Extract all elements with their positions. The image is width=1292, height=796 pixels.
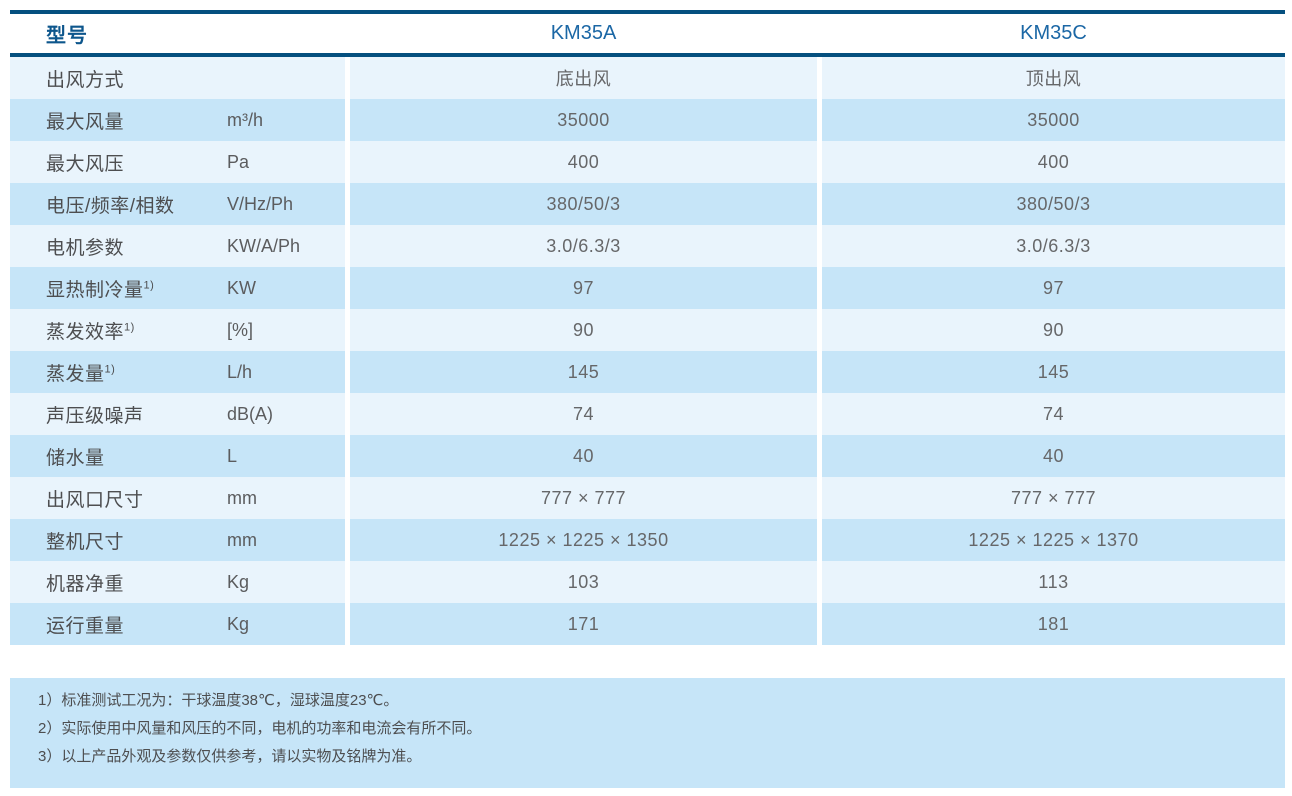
km35a-value: 171 bbox=[350, 603, 817, 645]
column-header-km35a: KM35A bbox=[550, 22, 617, 44]
row-label: 最大风压 bbox=[46, 153, 125, 175]
table-row: 出风口尺寸 mm 777 × 777 777 × 777 bbox=[10, 477, 1285, 519]
table-row: 显热制冷量1) KW 97 97 bbox=[10, 267, 1285, 309]
row-unit: L bbox=[227, 445, 238, 466]
row-unit: [%] bbox=[227, 319, 254, 340]
km35c-value: 181 bbox=[822, 603, 1285, 645]
row-label-cell: 电机参数 KW/A/Ph bbox=[10, 225, 345, 267]
table-row: 机器净重 Kg 103 113 bbox=[10, 561, 1285, 603]
km35a-value: 3.0/6.3/3 bbox=[350, 225, 817, 267]
spec-table: 型号 KM35A KM35C 出风方式 底出风 顶出风 最大风量 m³/h 35… bbox=[10, 10, 1285, 645]
row-label: 蒸发量1) bbox=[46, 363, 116, 385]
model-header-label: 型号 bbox=[46, 25, 88, 47]
km35c-value: 40 bbox=[822, 435, 1285, 477]
notes-box: 1）标准测试工况为：干球温度38℃，湿球温度23℃。 2）实际使用中风量和风压的… bbox=[10, 678, 1285, 788]
footnote-marker: 1) bbox=[143, 279, 155, 292]
footnote-marker: 1) bbox=[104, 363, 116, 376]
table-row: 最大风量 m³/h 35000 35000 bbox=[10, 99, 1285, 141]
table-row: 电机参数 KW/A/Ph 3.0/6.3/3 3.0/6.3/3 bbox=[10, 225, 1285, 267]
km35a-value: 1225 × 1225 × 1350 bbox=[350, 519, 817, 561]
row-label: 电机参数 bbox=[46, 237, 125, 259]
row-unit: Kg bbox=[227, 571, 250, 592]
km35a-value: 74 bbox=[350, 393, 817, 435]
km35a-value: 380/50/3 bbox=[350, 183, 817, 225]
table-header-row: 型号 KM35A KM35C bbox=[10, 14, 1285, 53]
note-line-1: 1）标准测试工况为：干球温度38℃，湿球温度23℃。 bbox=[38, 692, 399, 709]
row-unit: dB(A) bbox=[227, 403, 274, 424]
row-label: 出风方式 bbox=[46, 69, 125, 91]
table-row: 电压/频率/相数 V/Hz/Ph 380/50/3 380/50/3 bbox=[10, 183, 1285, 225]
row-unit: KW/A/Ph bbox=[227, 235, 301, 256]
table-top-rule bbox=[10, 10, 1285, 14]
km35c-value: 777 × 777 bbox=[822, 477, 1285, 519]
row-label-cell: 显热制冷量1) KW bbox=[10, 267, 345, 309]
row-unit: V/Hz/Ph bbox=[227, 193, 294, 214]
row-unit: Kg bbox=[227, 613, 250, 634]
row-label: 整机尺寸 bbox=[46, 531, 125, 553]
km35c-value: 1225 × 1225 × 1370 bbox=[822, 519, 1285, 561]
km35c-value: 380/50/3 bbox=[822, 183, 1285, 225]
km35c-value: 90 bbox=[822, 309, 1285, 351]
footnote-marker: 1) bbox=[124, 321, 135, 334]
km35c-value: 3.0/6.3/3 bbox=[822, 225, 1285, 267]
row-label-cell: 出风口尺寸 mm bbox=[10, 477, 345, 519]
km35c-value: 74 bbox=[822, 393, 1285, 435]
km35c-value: 113 bbox=[822, 561, 1285, 603]
row-unit: L/h bbox=[227, 361, 253, 382]
note-line-3: 3）以上产品外观及参数仅供参考，请以实物及铭牌为准。 bbox=[38, 748, 422, 765]
km35a-value: 40 bbox=[350, 435, 817, 477]
row-label: 出风口尺寸 bbox=[46, 489, 144, 511]
row-unit: KW bbox=[227, 277, 256, 298]
row-label: 显热制冷量1) bbox=[46, 279, 155, 301]
row-label-cell: 最大风压 Pa bbox=[10, 141, 345, 183]
row-label-cell: 整机尺寸 mm bbox=[10, 519, 345, 561]
km35a-value: 35000 bbox=[350, 99, 817, 141]
row-unit: mm bbox=[227, 529, 257, 550]
row-label-cell: 蒸发量1) L/h bbox=[10, 351, 345, 393]
row-label: 运行重量 bbox=[46, 615, 125, 637]
note-line-2: 2）实际使用中风量和风压的不同，电机的功率和电流会有所不同。 bbox=[38, 720, 482, 737]
row-label: 最大风量 bbox=[46, 111, 125, 133]
row-unit: mm bbox=[227, 487, 257, 508]
table-row: 整机尺寸 mm 1225 × 1225 × 1350 1225 × 1225 ×… bbox=[10, 519, 1285, 561]
row-label: 蒸发效率1) bbox=[46, 321, 135, 343]
row-label: 电压/频率/相数 bbox=[46, 195, 175, 217]
km35a-value: 145 bbox=[350, 351, 817, 393]
row-label: 储水量 bbox=[46, 447, 105, 469]
table-row: 最大风压 Pa 400 400 bbox=[10, 141, 1285, 183]
row-label-cell: 储水量 L bbox=[10, 435, 345, 477]
row-label-cell: 机器净重 Kg bbox=[10, 561, 345, 603]
km35a-value: 90 bbox=[350, 309, 817, 351]
km35a-value: 97 bbox=[350, 267, 817, 309]
km35c-value: 顶出风 bbox=[822, 57, 1285, 99]
table-row: 出风方式 底出风 顶出风 bbox=[10, 57, 1285, 99]
row-unit: Pa bbox=[227, 151, 250, 172]
row-label: 机器净重 bbox=[46, 573, 125, 595]
km35c-value: 145 bbox=[822, 351, 1285, 393]
table-row: 运行重量 Kg 171 181 bbox=[10, 603, 1285, 645]
row-label: 声压级噪声 bbox=[46, 405, 144, 427]
row-label-cell: 电压/频率/相数 V/Hz/Ph bbox=[10, 183, 345, 225]
table-header-rule bbox=[10, 53, 1285, 57]
km35c-value: 35000 bbox=[822, 99, 1285, 141]
row-label-cell: 声压级噪声 dB(A) bbox=[10, 393, 345, 435]
table-row: 蒸发效率1) [%] 90 90 bbox=[10, 309, 1285, 351]
row-unit: m³/h bbox=[227, 109, 263, 130]
row-label-cell: 出风方式 bbox=[10, 57, 345, 99]
table-row: 声压级噪声 dB(A) 74 74 bbox=[10, 393, 1285, 435]
km35a-value: 777 × 777 bbox=[350, 477, 817, 519]
table-row: 储水量 L 40 40 bbox=[10, 435, 1285, 477]
table-body: 出风方式 底出风 顶出风 最大风量 m³/h 35000 35000 最大风压 … bbox=[10, 57, 1285, 645]
row-label-cell: 最大风量 m³/h bbox=[10, 99, 345, 141]
km35c-value: 97 bbox=[822, 267, 1285, 309]
km35c-value: 400 bbox=[822, 141, 1285, 183]
km35a-value: 103 bbox=[350, 561, 817, 603]
column-header-km35c: KM35C bbox=[1020, 22, 1087, 44]
row-label-cell: 蒸发效率1) [%] bbox=[10, 309, 345, 351]
row-label-cell: 运行重量 Kg bbox=[10, 603, 345, 645]
km35a-value: 400 bbox=[350, 141, 817, 183]
table-row: 蒸发量1) L/h 145 145 bbox=[10, 351, 1285, 393]
km35a-value: 底出风 bbox=[350, 57, 817, 99]
